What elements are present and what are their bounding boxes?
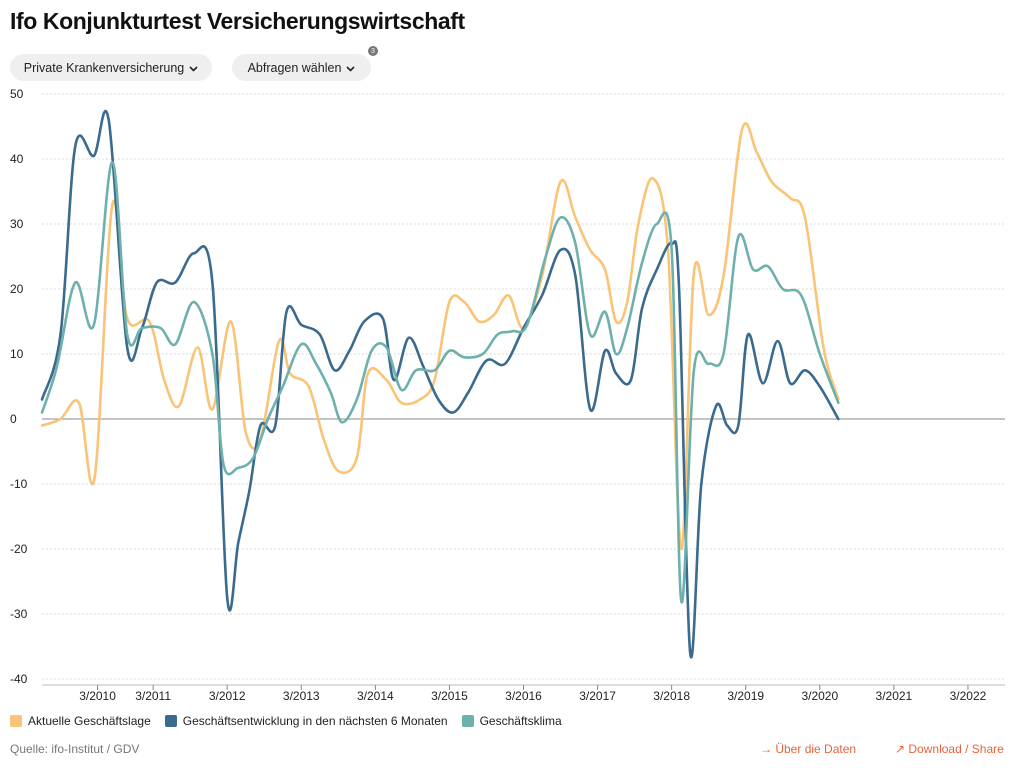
page-title: Ifo Konjunkturtest Versicherungswirtscha… bbox=[10, 8, 465, 34]
x-tick-label: 3/2021 bbox=[876, 689, 913, 700]
y-tick-label: 40 bbox=[10, 152, 24, 166]
x-tick-label: 3/2011 bbox=[135, 689, 171, 700]
y-tick-label: -10 bbox=[10, 477, 28, 491]
line-chart: 50 40 30 20 10 0 -10 -20 -30 -40 3/2010 3/2011 3/201… bbox=[10, 87, 1005, 700]
chevron-down-icon bbox=[189, 61, 198, 75]
legend-label: Geschäftsentwicklung in den nächsten 6 M… bbox=[182, 714, 448, 728]
segment-select-label: Private Krankenversicherung bbox=[23, 60, 185, 75]
legend-swatch bbox=[164, 715, 177, 727]
chart-legend: Aktuelle Geschäftslage Geschäftsentwickl… bbox=[10, 714, 576, 728]
series-line-erwartungen bbox=[40, 109, 840, 659]
legend-item-aktuelle-lage[interactable]: Aktuelle Geschäftslage bbox=[10, 714, 151, 728]
legend-label: Geschäftsklima bbox=[479, 714, 562, 728]
arrow-up-right-icon: ↗ bbox=[895, 742, 909, 756]
y-tick-label: 30 bbox=[10, 217, 24, 231]
y-tick-label: -30 bbox=[10, 607, 28, 621]
y-tick-label: -40 bbox=[10, 672, 28, 686]
x-tick-label: 3/2013 bbox=[283, 689, 320, 700]
y-tick-label: 20 bbox=[10, 282, 24, 296]
x-tick-label: 3/2020 bbox=[801, 689, 838, 700]
x-tick-label: 3/2022 bbox=[950, 689, 987, 700]
about-data-link[interactable]: → Über die Daten bbox=[760, 742, 856, 756]
series-line-aktuelle-lage bbox=[40, 122, 840, 551]
query-count-badge: 3 bbox=[368, 46, 378, 56]
segment-select[interactable]: Private Krankenversicherung bbox=[10, 54, 212, 81]
arrow-right-icon: → bbox=[760, 742, 776, 756]
legend-item-erwartungen[interactable]: Geschäftsentwicklung in den nächsten 6 M… bbox=[164, 714, 448, 728]
query-select-label: Abfragen wählen bbox=[247, 60, 342, 75]
download-share-link[interactable]: ↗ Download / Share bbox=[895, 742, 1004, 756]
y-tick-label: 10 bbox=[10, 347, 24, 361]
legend-swatch bbox=[461, 715, 474, 727]
y-tick-label: 50 bbox=[10, 87, 24, 101]
x-tick-label: 3/2018 bbox=[653, 689, 690, 700]
y-tick-label: 0 bbox=[10, 412, 17, 426]
series-line-klima bbox=[40, 160, 840, 604]
download-share-label: Download / Share bbox=[908, 742, 1004, 756]
legend-label: Aktuelle Geschäftslage bbox=[28, 714, 151, 728]
x-tick-label: 3/2010 bbox=[79, 689, 116, 700]
x-tick-label: 3/2019 bbox=[727, 689, 764, 700]
x-tick-label: 3/2016 bbox=[505, 689, 542, 700]
y-tick-label: -20 bbox=[10, 542, 28, 556]
about-data-label: Über die Daten bbox=[775, 742, 857, 756]
source-note: Quelle: ifo-Institut / GDV bbox=[10, 742, 140, 756]
x-tick-label: 3/2017 bbox=[579, 689, 616, 700]
legend-item-klima[interactable]: Geschäftsklima bbox=[461, 714, 562, 728]
x-tick-label: 3/2014 bbox=[357, 689, 394, 700]
legend-swatch bbox=[10, 715, 22, 727]
x-tick-label: 3/2012 bbox=[209, 689, 246, 700]
chevron-down-icon bbox=[346, 61, 355, 75]
query-select[interactable]: Abfragen wählen bbox=[232, 54, 371, 81]
x-tick-label: 3/2015 bbox=[431, 689, 468, 700]
